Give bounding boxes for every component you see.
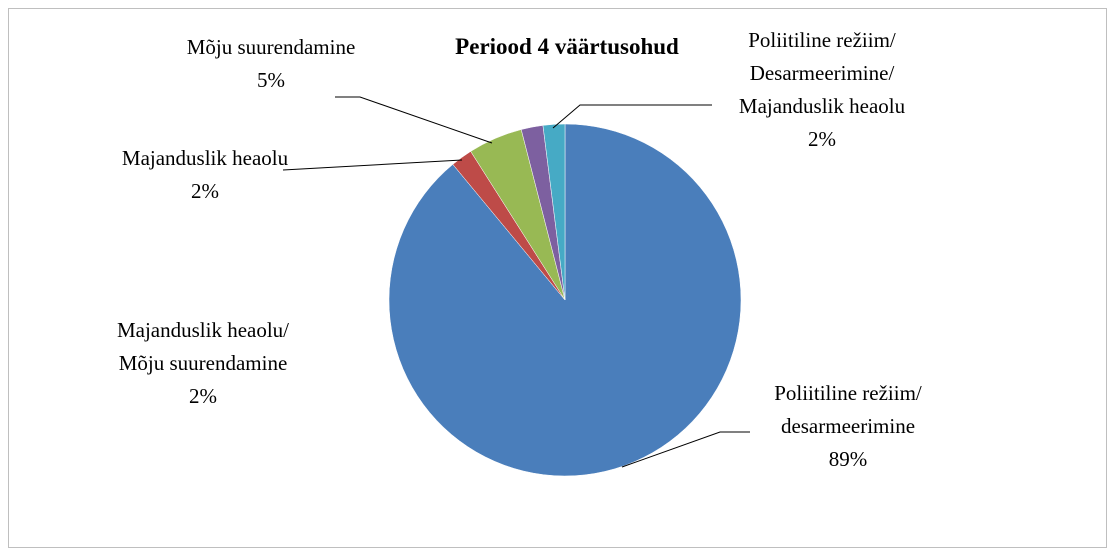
leader-line (552, 104, 712, 129)
slice-name: Poliitiline režiim/ Desarmeerimine/ Maja… (738, 28, 906, 118)
pie-area (282, 96, 750, 477)
slice-name: Poliitiline režiim/ desarmeerimine (774, 381, 922, 438)
data-label: Poliitiline režiim/ Desarmeerimine/ Maja… (712, 24, 932, 156)
data-label: Majanduslik heaolu 2% (115, 142, 295, 208)
leader-line (282, 159, 463, 171)
slice-name: Majanduslik heaolu (121, 146, 289, 170)
pie-slice (542, 123, 566, 301)
slice-name: Majanduslik heaolu/ Mõju suurendamine (116, 318, 290, 375)
data-label: Majanduslik heaolu/ Mõju suurendamine 2% (103, 314, 303, 413)
chart-title: Periood 4 väärtusohud (455, 34, 679, 59)
leader-line (335, 96, 493, 144)
slice-name: Mõju suurendamine (186, 35, 356, 59)
data-label: Poliitiline režiim/ desarmeerimine 89% (738, 377, 958, 476)
slice-percent: 5% (257, 68, 285, 92)
slice-percent: 89% (828, 447, 868, 471)
leader-line (621, 431, 750, 468)
slice-percent: 2% (189, 384, 217, 408)
slice-percent: 2% (808, 127, 836, 151)
chart: Periood 4 väärtusohud Poliitiline režiim… (8, 8, 1107, 548)
slice-percent: 2% (191, 179, 219, 203)
data-label: Mõju suurendamine 5% (181, 31, 361, 97)
